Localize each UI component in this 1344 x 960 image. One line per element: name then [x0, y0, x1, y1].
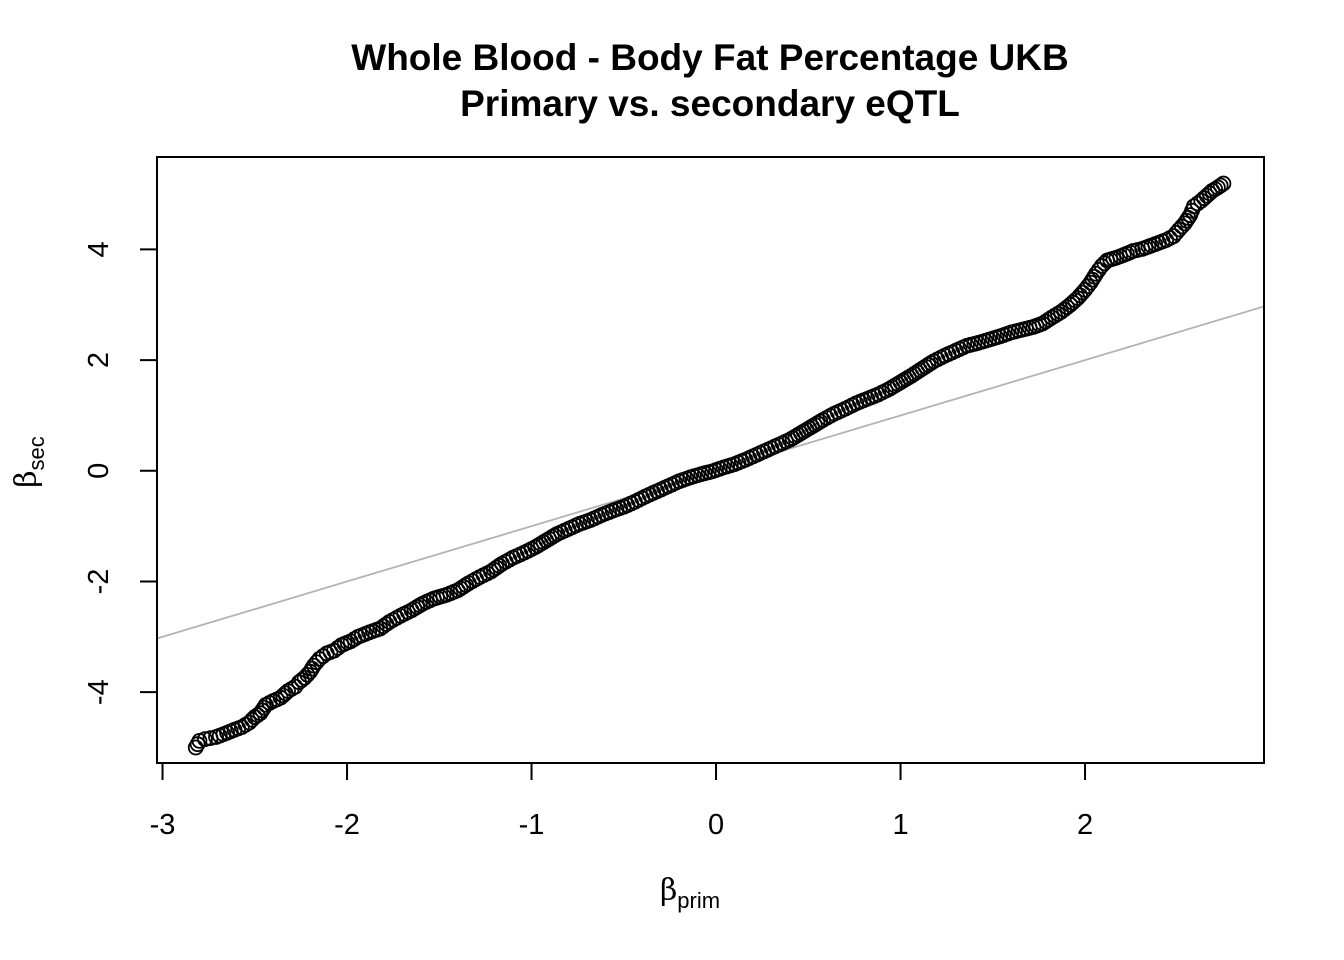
reference-line-layer: [156, 305, 1265, 640]
y-tick-label: 4: [83, 241, 115, 257]
x-tick-label: 0: [708, 809, 724, 841]
chart-title: Whole Blood - Body Fat Percentage UKB: [351, 37, 1068, 78]
y-axis-label-subscript: sec: [24, 436, 49, 470]
y-tick-label: -4: [83, 679, 115, 705]
y-tick-label: 2: [83, 352, 115, 368]
data-point: [197, 731, 213, 748]
y-tick-label: -2: [83, 569, 115, 595]
x-tick-label: 2: [1077, 809, 1093, 841]
y-tick-label: 0: [83, 463, 115, 479]
x-axis-label-subscript: prim: [677, 888, 720, 913]
y-axis-label-group: βsec: [9, 436, 49, 488]
data-point: [293, 672, 310, 688]
x-tick-label: -2: [334, 809, 360, 841]
data-point: [1212, 177, 1229, 194]
x-tick-label: -3: [150, 809, 176, 841]
x-axis-label: βprim: [660, 873, 720, 913]
data-point: [1215, 175, 1232, 192]
x-tick-label: -1: [519, 809, 545, 841]
points-layer: [187, 175, 1232, 756]
x-axis-label-symbol: β: [660, 873, 677, 908]
x-axis: -3 -2 -1 0 1 2: [150, 762, 1093, 841]
y-axis-label: βsec: [9, 436, 49, 488]
x-tick-label: 1: [892, 809, 908, 841]
reference-line: [156, 305, 1265, 640]
chart-subtitle: Primary vs. secondary eQTL: [460, 83, 960, 124]
data-point: [1072, 287, 1089, 304]
y-axis-label-symbol: β: [9, 470, 44, 487]
y-axis: -4 -2 0 2 4: [83, 241, 158, 705]
